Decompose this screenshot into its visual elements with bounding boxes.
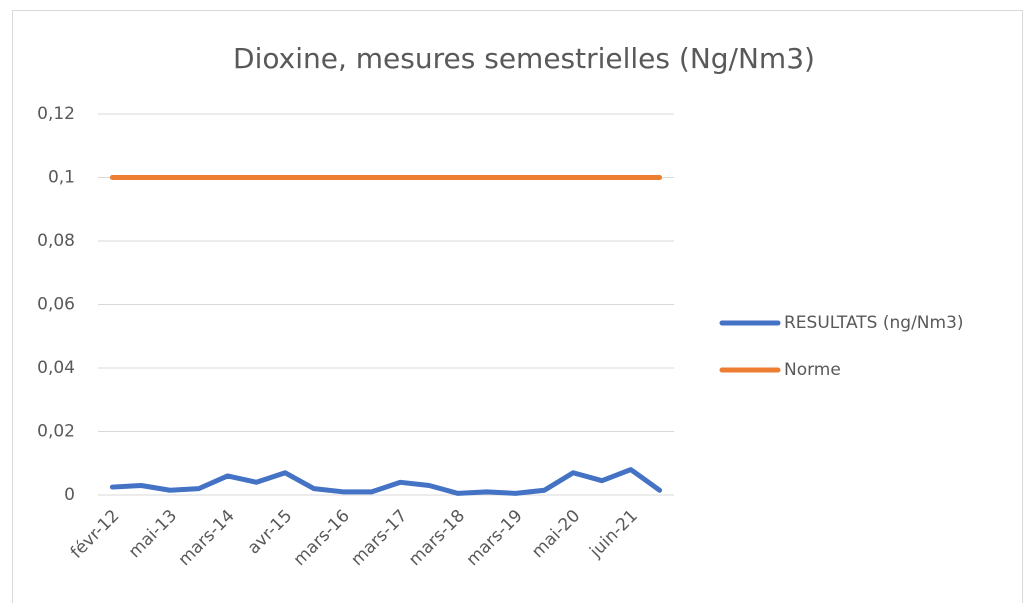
y-tick-label: 0,02 [37,422,75,442]
y-tick-label: 0 [64,485,75,505]
data-line [109,467,663,496]
y-tick-label: 0,04 [37,358,75,378]
y-tick-label: 0,08 [37,231,75,251]
chart-title: Dioxine, mesures semestrielles (Ng/Nm3) [233,42,815,75]
legend-label: RESULTATS (ng/Nm3) [784,313,964,333]
y-tick-label: 0,12 [37,104,75,124]
legend-label: Norme [784,360,841,380]
y-tick-label: 0,06 [37,295,75,315]
y-tick-label: 0,1 [48,168,75,188]
chart-border [12,10,1023,607]
